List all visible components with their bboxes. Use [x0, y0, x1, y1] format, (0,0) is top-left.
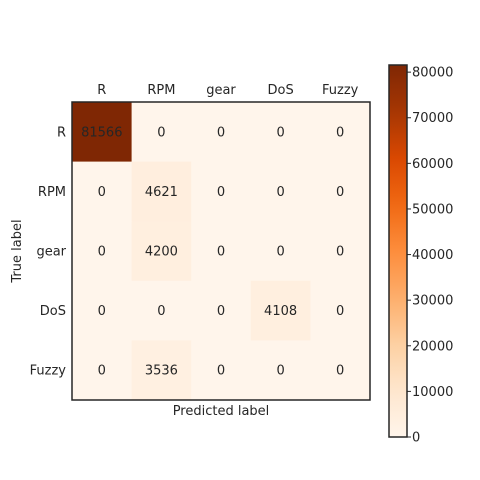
cell-value-label: 0: [217, 185, 225, 200]
cell-value-label: 0: [157, 125, 165, 140]
cell-gear-r: [72, 221, 133, 282]
y-tick-labels: R RPM gear DoS Fuzzy: [30, 125, 67, 378]
cell-value-label: 0: [98, 185, 106, 200]
x-tick-label: DoS: [267, 83, 293, 98]
x-axis-label: Predicted label: [173, 404, 270, 419]
cell-value-label: 81566: [81, 125, 122, 140]
x-tick-label: RPM: [147, 83, 175, 98]
cell-r-rpm: [131, 102, 192, 163]
cell-dos-fuzzy: [310, 280, 371, 341]
y-axis-label: True label: [10, 219, 25, 283]
cell-rpm-rpm: [131, 161, 192, 222]
cell-gear-gear: [191, 221, 252, 282]
cell-dos-r: [72, 280, 133, 341]
cell-value-label: 0: [276, 245, 284, 260]
y-tick-label: gear: [36, 245, 66, 260]
cell-rpm-gear: [191, 161, 252, 222]
cell-fuzzy-dos: [250, 340, 311, 401]
y-tick-label: R: [57, 125, 66, 140]
colorbar-tick-label: 20000: [412, 339, 453, 354]
cell-value-label: 0: [157, 304, 165, 319]
y-tick-label: Fuzzy: [30, 364, 67, 379]
colorbar-tick-label: 80000: [412, 66, 453, 81]
cell-value-label: 0: [217, 304, 225, 319]
cell-value-label: 0: [336, 125, 344, 140]
cell-fuzzy-rpm: [131, 340, 192, 401]
colorbar-tick-label: 70000: [412, 111, 453, 126]
cell-value-label: 0: [217, 125, 225, 140]
plot-frame: [71, 101, 371, 401]
cell-value-label: 0: [276, 185, 284, 200]
cell-r-dos: [250, 102, 311, 163]
x-tick-labels: R RPM gear DoS Fuzzy: [97, 83, 358, 98]
cell-value-label: 0: [336, 304, 344, 319]
cell-value-label: 3536: [145, 364, 178, 379]
cell-value-label: 4200: [145, 245, 178, 260]
cell-value-label: 0: [217, 245, 225, 260]
cell-value-label: 4621: [145, 185, 178, 200]
cell-dos-rpm: [131, 280, 192, 341]
cell-value-label: 0: [336, 245, 344, 260]
colorbar: [388, 64, 408, 438]
colorbar-tick-label: 10000: [412, 385, 453, 400]
cell-fuzzy-fuzzy: [310, 340, 371, 401]
cell-value-label: 0: [336, 185, 344, 200]
cell-rpm-fuzzy: [310, 161, 371, 222]
cell-value-label: 0: [98, 304, 106, 319]
cell-value-label: 0: [276, 125, 284, 140]
cell-gear-dos: [250, 221, 311, 282]
colorbar-tick-label: 0: [412, 431, 420, 446]
x-tick-label: Fuzzy: [322, 83, 359, 98]
cell-value-label: 4108: [264, 304, 297, 319]
cell-rpm-dos: [250, 161, 311, 222]
cell-dos-dos: [250, 280, 311, 341]
cell-r-fuzzy: [310, 102, 371, 163]
cell-value-label: 0: [98, 364, 106, 379]
cell-fuzzy-gear: [191, 340, 252, 401]
cell-value-label: 0: [217, 364, 225, 379]
cell-value-label: 0: [98, 245, 106, 260]
y-tick-label: RPM: [38, 185, 66, 200]
cell-gear-fuzzy: [310, 221, 371, 282]
cell-rpm-r: [72, 161, 133, 222]
x-tick-label: R: [97, 83, 106, 98]
cell-gear-rpm: [131, 221, 192, 282]
x-tick-label: gear: [206, 83, 236, 98]
colorbar-tick-label: 40000: [412, 248, 453, 263]
colorbar-ticks: 0 10000 20000 30000 40000 50000 60000 70000 8000…: [407, 66, 453, 446]
heatmap-cells: [72, 102, 371, 401]
cell-fuzzy-r: [72, 340, 133, 401]
cell-r-gear: [191, 102, 252, 163]
heatmap-cell-labels: 81566 0 0 0 0 0 4621 0 0 0 0 4200 0 0 0 0 0 0 4108 0 0 3536 0 0…: [81, 125, 344, 378]
cell-r-r: [72, 102, 133, 163]
colorbar-tick-label: 60000: [412, 157, 453, 172]
cell-value-label: 0: [276, 364, 284, 379]
cell-dos-gear: [191, 280, 252, 341]
cell-value-label: 0: [336, 364, 344, 379]
colorbar-tick-label: 50000: [412, 202, 453, 217]
colorbar-tick-label: 30000: [412, 294, 453, 309]
y-tick-label: DoS: [40, 304, 66, 319]
